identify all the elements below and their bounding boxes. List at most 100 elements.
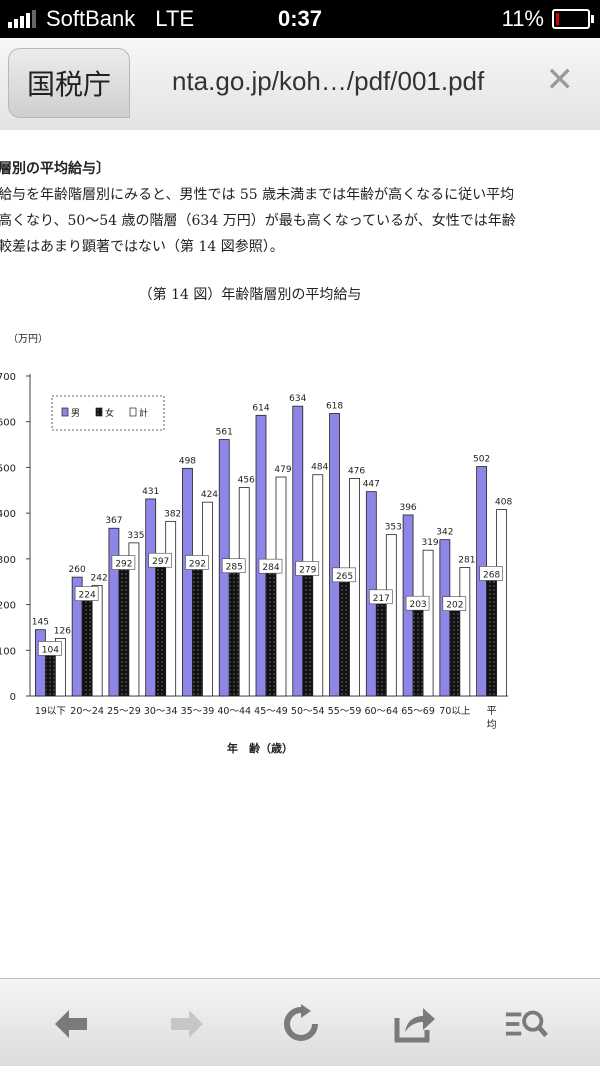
- data-label-box: [38, 641, 62, 656]
- x-tick-label: 55〜59: [328, 706, 362, 717]
- x-tick-label: 25〜29: [107, 706, 141, 717]
- site-title-tab[interactable]: 国税庁: [8, 48, 130, 118]
- data-label-box: [442, 596, 467, 611]
- bar-female: [339, 574, 350, 697]
- share-icon[interactable]: [392, 1001, 438, 1047]
- x-tick-label: 65〜69: [401, 706, 435, 717]
- data-label-total: 353: [385, 523, 402, 533]
- bar-male: [145, 498, 157, 697]
- chart-unit: （万円）: [8, 334, 48, 345]
- bar-chart: 0 100 200 300 400 500 600 700 145 126 104 19以下 260 2…: [0, 372, 512, 755]
- bar-female: [192, 562, 203, 697]
- browser-address-bar: 国税庁 nta.go.jp/koh…/pdf/001.pdf ✕: [0, 38, 600, 131]
- bar-total: [275, 476, 287, 697]
- bar-female: [155, 559, 167, 697]
- data-label-total: 319: [421, 538, 438, 548]
- reader-search-icon[interactable]: [504, 1001, 550, 1047]
- bar-total: [385, 534, 397, 697]
- x-tick-label: 20〜24: [70, 706, 104, 717]
- x-tick-label: 30〜34: [144, 706, 178, 717]
- bar-total: [496, 509, 508, 697]
- legend-label: 計: [139, 407, 148, 419]
- data-label-female: 297: [152, 557, 169, 567]
- data-label-female: 292: [115, 560, 132, 570]
- bar-female: [118, 562, 130, 697]
- bar-total: [459, 567, 471, 697]
- data-label-female: 265: [336, 572, 353, 582]
- bar-female: [486, 573, 498, 697]
- reload-icon[interactable]: [278, 1001, 324, 1047]
- data-label-female: 285: [226, 563, 243, 573]
- carrier-name: SoftBank: [46, 6, 136, 31]
- bar-total: [54, 637, 66, 697]
- paragraph-line: 較差はあまり顕著ではない（第 14 図参照）。: [0, 239, 284, 255]
- data-label-female: 203: [409, 600, 426, 610]
- chart-legend: 男女計: [51, 395, 165, 431]
- battery-fill: [556, 13, 559, 25]
- data-label-total: 456: [238, 476, 255, 486]
- data-label-box: [148, 552, 172, 568]
- bar-female: [265, 565, 277, 697]
- clock: 0:37: [277, 6, 323, 31]
- data-label-total: 281: [458, 556, 475, 566]
- data-label-male: 618: [326, 401, 343, 411]
- legend-box: [51, 395, 165, 431]
- status-left: SoftBank LTE: [8, 6, 194, 32]
- data-label-box: [74, 586, 99, 601]
- data-label-female: 279: [299, 565, 316, 575]
- legend-swatch: [61, 407, 69, 417]
- y-tick-label: 0: [10, 692, 16, 703]
- data-label-female: 224: [79, 591, 96, 601]
- back-arrow-icon[interactable]: [48, 1001, 94, 1047]
- legend-swatch: [95, 407, 103, 417]
- signal-strength-icon: [8, 10, 36, 28]
- network-type: LTE: [155, 6, 194, 31]
- paragraph-line: 給与を年齢階層別にみると、男性では 55 歳未満までは年齢が高くなるに従い平均: [0, 187, 515, 203]
- data-label-box: [332, 567, 356, 583]
- chart-bars: [34, 405, 508, 697]
- paragraph-line: 高くなり、50〜54 歳の階層（634 万円）が最も高くなっているが、女性では年…: [0, 213, 516, 229]
- data-label-male: 447: [363, 480, 380, 490]
- status-bar: SoftBank LTE 0:37 11%: [0, 0, 600, 38]
- battery-icon: [552, 9, 594, 29]
- bar-female: [228, 565, 240, 697]
- data-label-box: [258, 558, 283, 574]
- bar-female: [449, 603, 461, 697]
- data-label-box: [479, 566, 503, 581]
- data-label-female: 217: [373, 594, 390, 604]
- data-label-female: 284: [262, 563, 279, 573]
- bar-female: [302, 568, 314, 697]
- status-right: 11%: [502, 6, 594, 32]
- data-label-total: 484: [311, 463, 328, 473]
- bar-male: [439, 539, 451, 697]
- data-label-total: 408: [495, 497, 512, 507]
- y-tick-label: 100: [0, 646, 16, 657]
- bar-total: [422, 549, 434, 697]
- pdf-page: 層別の平均給与〕 給与を年齢階層別にみると、男性では 55 歳未満までは年齢が高…: [0, 130, 600, 978]
- data-label-male: 342: [436, 528, 453, 538]
- data-label-box: [185, 555, 209, 570]
- forward-arrow-icon[interactable]: [164, 1001, 210, 1047]
- bar-total: [349, 478, 360, 697]
- data-label-box: [405, 595, 430, 611]
- bar-male: [292, 405, 304, 697]
- data-label-box: [295, 561, 320, 576]
- data-label-total: 424: [201, 490, 218, 500]
- data-label-female: 202: [446, 601, 463, 611]
- data-label-male: 367: [105, 516, 122, 526]
- close-icon[interactable]: ✕: [545, 60, 575, 100]
- y-tick-label: 700: [0, 372, 16, 383]
- x-axis-label: 年 齢（歳）: [227, 741, 293, 755]
- data-label-female: 104: [42, 645, 59, 655]
- legend-label: 男: [71, 408, 80, 419]
- bar-total: [312, 474, 324, 697]
- data-label-total: 382: [164, 509, 181, 519]
- x-tick-label: 70以上: [439, 706, 471, 717]
- data-label-female: 268: [483, 570, 500, 580]
- url-field[interactable]: nta.go.jp/koh…/pdf/001.pdf: [172, 66, 485, 96]
- data-label-total: 479: [274, 465, 291, 475]
- bar-female: [412, 602, 424, 697]
- y-tick-label: 300: [0, 555, 16, 566]
- data-label-male: 396: [399, 503, 416, 513]
- y-tick-label: 500: [0, 463, 16, 474]
